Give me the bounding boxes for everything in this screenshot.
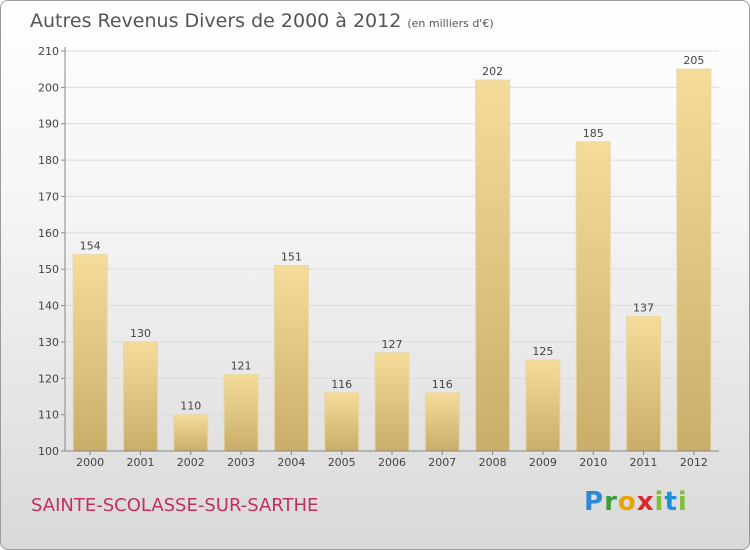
bar: [525, 359, 561, 452]
x-tick-label: 2001: [126, 456, 154, 469]
bars: 154 130 110 121 151 116 127 116 202 125 185 137 205: [72, 54, 712, 452]
x-tick-label: 2006: [378, 456, 406, 469]
y-tick-label: 160: [38, 227, 59, 240]
bar: [223, 374, 259, 452]
x-tick-label: 2002: [177, 456, 205, 469]
y-tick-label: 130: [38, 336, 59, 349]
x-tick-label: 2003: [227, 456, 255, 469]
bar-value-label: 116: [331, 378, 352, 391]
y-tick-label: 210: [38, 45, 59, 58]
x-tick-label: 2005: [328, 456, 356, 469]
x-tick-label: 2004: [277, 456, 305, 469]
bar: [424, 392, 460, 452]
bar-value-label: 125: [532, 345, 553, 358]
bar-value-label: 202: [482, 65, 503, 78]
bar: [173, 414, 209, 452]
bar: [273, 265, 309, 452]
bar-value-label: 110: [180, 400, 201, 413]
y-tick-label: 170: [38, 190, 59, 203]
bar-value-label: 151: [281, 251, 302, 264]
proxiti-logo: Proxiti: [584, 487, 688, 517]
y-tick-label: 190: [38, 118, 59, 131]
x-tick-label: 2011: [630, 456, 658, 469]
bar: [122, 341, 158, 452]
bar-value-label: 154: [80, 240, 101, 253]
chart-title: Autres Revenus Divers de 2000 à 2012: [30, 10, 402, 32]
y-tick-label: 110: [38, 409, 59, 422]
axes: 100 110 120 130 140 150 160 170 180 190 200 210 2000…: [38, 45, 719, 469]
bar: [626, 315, 662, 452]
bar: [374, 352, 410, 452]
bar: [575, 141, 611, 452]
y-tick-label: 140: [38, 300, 59, 313]
bar-value-label: 130: [130, 327, 151, 340]
bar: [475, 79, 511, 452]
bar-value-label: 127: [382, 338, 403, 351]
location-name: SAINTE-SCOLASSE-SUR-SARTHE: [31, 495, 319, 516]
bar-value-label: 137: [633, 301, 654, 314]
bar-value-label: 121: [231, 360, 252, 373]
bar-value-label: 116: [432, 378, 453, 391]
x-tick-label: 2012: [680, 456, 708, 469]
chart-subtitle: (en milliers d'€): [407, 17, 494, 30]
bar: [72, 254, 108, 452]
bar: [676, 68, 712, 452]
x-tick-label: 2007: [428, 456, 456, 469]
y-tick-label: 150: [38, 263, 59, 276]
bar-value-label: 205: [683, 54, 704, 67]
y-tick-label: 200: [38, 81, 59, 94]
x-tick-label: 2010: [579, 456, 607, 469]
bar-value-label: 185: [583, 127, 604, 140]
x-tick-label: 2008: [479, 456, 507, 469]
y-tick-label: 100: [38, 445, 59, 458]
chart-title-block: Autres Revenus Divers de 2000 à 2012 (en …: [30, 10, 494, 32]
bar: [324, 392, 360, 452]
y-tick-label: 180: [38, 154, 59, 167]
y-tick-label: 120: [38, 372, 59, 385]
x-tick-label: 2009: [529, 456, 557, 469]
x-tick-label: 2000: [76, 456, 104, 469]
